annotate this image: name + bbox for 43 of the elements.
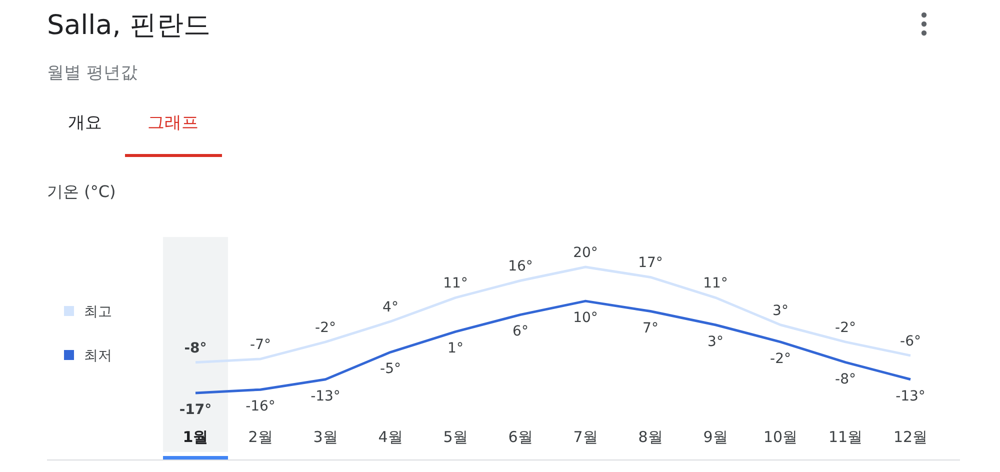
data-label: -2°: [315, 320, 336, 336]
x-tick-label: 6월: [508, 428, 533, 446]
x-tick-label: 4월: [378, 428, 403, 446]
text: 기온 (°C): [47, 182, 116, 201]
data-label: -13°: [896, 388, 926, 404]
legend-label: 최고: [84, 304, 112, 320]
data-label: -13°: [310, 388, 340, 404]
x-tick-label: 10월: [763, 428, 798, 446]
data-label: -6°: [900, 334, 921, 350]
x-tick-label: 2월: [248, 428, 273, 446]
data-label: -2°: [770, 350, 791, 367]
data-label: -5°: [380, 361, 401, 378]
chart-title: Salla, 핀란드: [47, 10, 210, 41]
data-label: -16°: [246, 398, 276, 415]
data-label: 17°: [638, 255, 663, 272]
x-tick-label: 12월: [893, 428, 928, 446]
data-label: 11°: [443, 276, 468, 292]
data-label: 4°: [382, 299, 398, 316]
x-tick-label: 11월: [828, 428, 863, 446]
data-label: 16°: [508, 258, 533, 275]
x-tick-label: 7월: [573, 428, 598, 446]
x-tick-label: 5월: [443, 428, 468, 446]
data-label: 3°: [772, 302, 788, 319]
x-tick-label: 8월: [638, 428, 663, 446]
data-label: 3°: [708, 334, 724, 350]
data-label: 1°: [448, 340, 464, 357]
data-label: -8°: [835, 371, 856, 388]
legend-label: 최저: [84, 348, 112, 364]
x-tick-label: 1월: [182, 428, 208, 446]
data-label: -7°: [250, 336, 271, 353]
text: 그래프: [148, 113, 198, 133]
data-label: -17°: [179, 402, 212, 418]
data-label: 6°: [512, 324, 528, 340]
text: 개요: [68, 113, 102, 133]
data-label: -2°: [835, 320, 856, 336]
data-label: 7°: [642, 320, 658, 336]
x-tick-label: 3월: [313, 428, 338, 446]
x-tick-label: 9월: [703, 428, 728, 446]
data-label: 10°: [573, 310, 598, 326]
data-label: 20°: [573, 245, 598, 261]
data-label: 11°: [703, 276, 728, 292]
chart-subtitle: 월별 평년값: [47, 63, 138, 83]
data-label: -8°: [184, 340, 207, 356]
